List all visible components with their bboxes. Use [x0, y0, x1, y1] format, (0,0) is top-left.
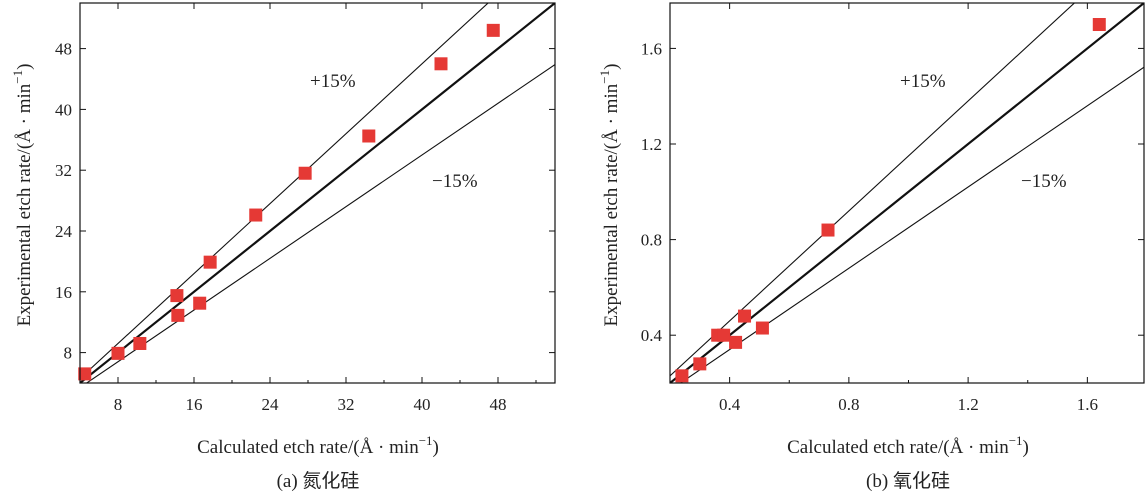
- x-tick-label: 0.8: [838, 395, 859, 414]
- data-point: [362, 129, 376, 143]
- data-point: [249, 208, 263, 222]
- data-point: [133, 336, 147, 350]
- annotation-+15pct: +15%: [310, 71, 356, 92]
- data-points: [78, 23, 500, 381]
- x-tick-label: 32: [338, 395, 355, 414]
- data-point: [170, 289, 184, 303]
- plot-frame: [79, 2, 556, 384]
- y-tick-label: 1.6: [641, 39, 662, 58]
- y-tick-label: 16: [55, 283, 72, 302]
- reference-line-+15pct: [670, 3, 1076, 377]
- data-point: [693, 357, 707, 371]
- data-point: [717, 328, 731, 342]
- x-tick-label: 16: [186, 395, 203, 414]
- data-point: [171, 308, 185, 322]
- panel-b: +15% −15% 0.4 0.8 1.2 1.6 0.4 0.8 1.2 1.6 Calculat…: [597, 2, 1145, 492]
- plot-frame: [669, 2, 1145, 384]
- reference-line--15pct: [85, 64, 555, 383]
- data-point: [434, 57, 448, 71]
- y-tick-label: 32: [55, 161, 72, 180]
- x-axis-label: Calculated etch rate/(Å · min−1): [197, 433, 439, 458]
- y-tick-label: 1.2: [641, 135, 662, 154]
- reference-line--15pct: [679, 66, 1144, 383]
- data-points: [675, 18, 1106, 383]
- x-tick-label: 1.6: [1077, 395, 1098, 414]
- data-point: [755, 321, 769, 335]
- data-point: [821, 223, 835, 237]
- y-axis-label: Experimental etch rate/(Å · min−1): [597, 64, 622, 327]
- y-tick-label: 48: [55, 40, 72, 59]
- x-tick-label: 8: [114, 395, 123, 414]
- reference-line-parity: [80, 3, 555, 383]
- data-point: [1092, 18, 1106, 32]
- data-point: [486, 23, 500, 37]
- panel-a: +15% −15% 8 16 24 32 40 48 8 16 24 32 40 48 Calculated…: [10, 2, 556, 492]
- x-tick-label: 1.2: [957, 395, 978, 414]
- x-tick-label: 24: [262, 395, 280, 414]
- data-point: [111, 346, 125, 360]
- reference-line-+15pct: [80, 3, 489, 379]
- annotation--15pct: −15%: [1021, 171, 1067, 192]
- annotation--15pct: −15%: [432, 171, 478, 192]
- x-tick-label: 48: [490, 395, 507, 414]
- annotation-+15pct: +15%: [900, 71, 946, 92]
- x-tick-label: 0.4: [719, 395, 741, 414]
- x-tick-label: 40: [414, 395, 431, 414]
- y-tick-label: 40: [55, 100, 72, 119]
- data-point: [298, 166, 312, 180]
- data-point: [193, 296, 207, 310]
- reference-lines: [670, 3, 1144, 383]
- y-tick-label: 24: [55, 222, 73, 241]
- data-point: [675, 369, 689, 383]
- x-axis-label: Calculated etch rate/(Å · min−1): [787, 433, 1029, 458]
- y-tick-label: 8: [64, 344, 73, 363]
- panel-caption: (a) 氮化硅: [277, 470, 360, 492]
- reference-line-parity: [670, 3, 1144, 383]
- data-point: [729, 335, 743, 349]
- y-axis-label: Experimental etch rate/(Å · min−1): [10, 64, 35, 327]
- panel-caption: (b) 氧化硅: [866, 470, 950, 492]
- data-point: [738, 309, 752, 323]
- data-point: [78, 367, 92, 381]
- reference-lines: [80, 3, 555, 383]
- data-point: [203, 255, 217, 269]
- y-tick-label: 0.4: [641, 326, 663, 345]
- y-tick-label: 0.8: [641, 231, 662, 250]
